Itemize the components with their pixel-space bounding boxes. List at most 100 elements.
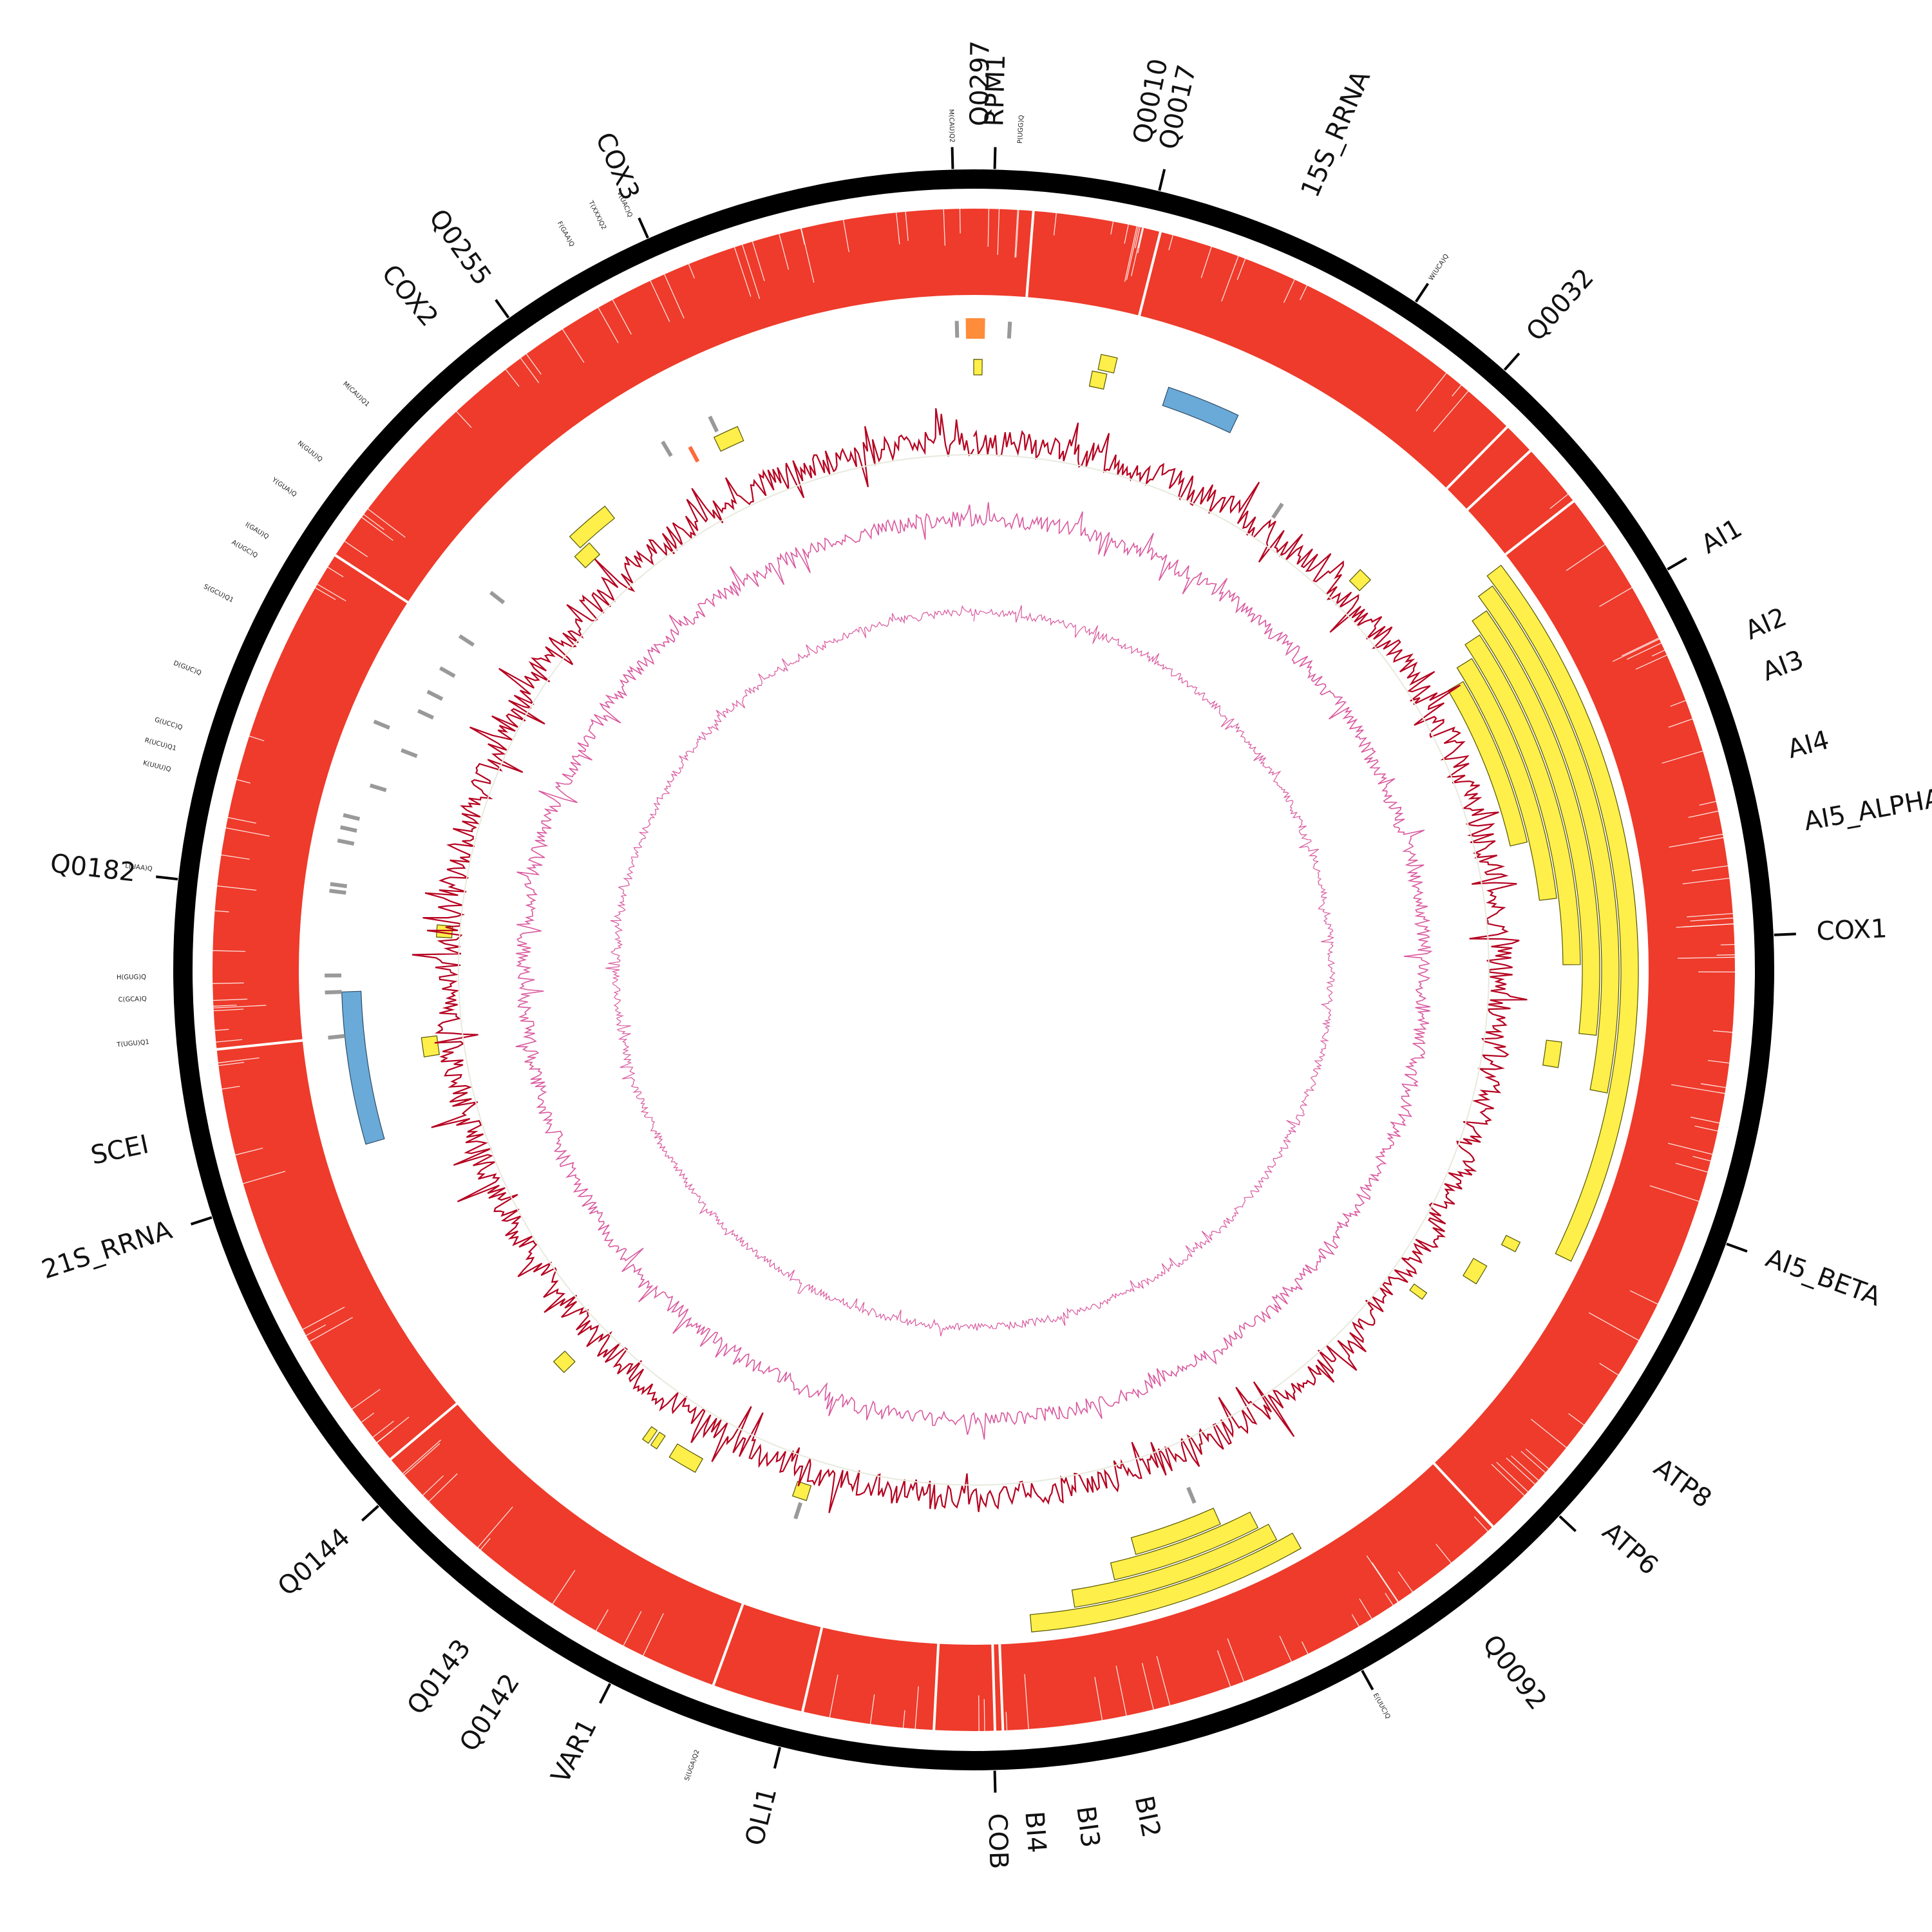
orf-feature (1071, 1524, 1278, 1608)
trna-label: R(UCU)Q1 (144, 737, 177, 752)
coverage-dip (1690, 917, 1734, 922)
coverage-gap (333, 553, 410, 604)
coverage-gap (991, 1643, 997, 1732)
trna-label: I(GAU)Q (244, 521, 270, 541)
coverage-dip (1682, 878, 1730, 885)
coverage-dip (218, 1057, 260, 1064)
coverage-dip (1621, 638, 1660, 657)
coverage-dip (1669, 837, 1724, 848)
gene-tick (1361, 1670, 1374, 1690)
trna-label: M(CAU)Q1 (341, 381, 370, 408)
coverage-dip (402, 1439, 441, 1474)
gc-skew-track-outer (458, 454, 1490, 1486)
coverage-dip (302, 1306, 345, 1330)
coverage-dip (1612, 638, 1660, 662)
coverage-dip (1627, 642, 1662, 660)
coverage-dip (650, 280, 670, 322)
coverage-dip (1688, 810, 1719, 818)
gene-label: COX1 (1816, 914, 1888, 947)
gene-label: BI3 (1070, 1804, 1105, 1850)
trna-feature (343, 813, 361, 821)
gene-tick (1558, 1515, 1577, 1533)
coverage-dip (1156, 1656, 1171, 1706)
gene-tick (1667, 557, 1687, 571)
coverage-dip (1138, 227, 1144, 249)
coverage-dip (1699, 833, 1723, 839)
coverage-dip (742, 244, 761, 299)
trna-feature (330, 882, 348, 889)
orf-feature (1456, 658, 1557, 901)
gene-label: BI2 (1129, 1794, 1166, 1841)
coverage-dip (1473, 1516, 1488, 1532)
trna-feature (426, 690, 444, 701)
coverage-dip (943, 209, 946, 246)
coverage-dip (1496, 1461, 1528, 1492)
coverage-dip (227, 817, 256, 824)
coverage-dip (377, 1430, 393, 1443)
coverage-dip (1678, 956, 1735, 959)
coverage-dip (1670, 700, 1686, 707)
coverage-dip (905, 211, 909, 242)
coverage-dip (1525, 1448, 1549, 1470)
coverage-gap (998, 1643, 1005, 1732)
coverage-dip (327, 567, 344, 578)
coverage-dip (1531, 1419, 1567, 1448)
gene-label: AI1 (1696, 513, 1747, 560)
coverage-dip (317, 583, 346, 601)
coverage-dip (552, 1569, 576, 1604)
trna-feature (340, 825, 357, 833)
orf-feature (1477, 585, 1620, 1094)
coverage-dip (361, 1412, 375, 1423)
trna-label: K(UUU)Q (142, 760, 172, 773)
trna-label: H(GUG)Q (117, 974, 146, 981)
coverage-dip (688, 263, 695, 279)
gene-tick (190, 1216, 213, 1226)
trna-feature (661, 440, 673, 457)
trna-feature (328, 1034, 345, 1040)
trna-label: F(GAA)Q (556, 220, 576, 248)
coverage-dip (214, 910, 229, 913)
orf-feature (1447, 681, 1528, 847)
coverage-dip (236, 779, 251, 784)
coverage-dip (623, 1611, 642, 1646)
coverage-dip (505, 369, 520, 387)
coverage-dip (243, 1171, 286, 1184)
coverage-dip (1683, 923, 1734, 927)
coverage-dip (1599, 587, 1633, 607)
coverage-dip (363, 514, 384, 531)
coverage-dip (526, 354, 542, 375)
trna-feature (1007, 321, 1012, 339)
coverage-dip (344, 540, 368, 558)
coverage-dip (1126, 226, 1139, 280)
coverage-dip (1385, 1593, 1394, 1605)
coverage-dip (456, 411, 472, 428)
trna-label: W(UCA)Q (1428, 253, 1450, 282)
orf-feature (1542, 1039, 1562, 1068)
orf-feature (973, 359, 983, 375)
coverage-dip (221, 854, 250, 860)
gene-tick (155, 875, 178, 881)
orf-feature (713, 426, 744, 452)
coverage-dip (216, 1039, 243, 1043)
coverage-dip (305, 1324, 327, 1336)
coverage-dip (1221, 256, 1239, 302)
gene-label: ATP8 (1648, 1453, 1717, 1514)
coverage-dip (404, 1443, 440, 1475)
gene-tick (1158, 169, 1166, 191)
coverage-dip (213, 1009, 244, 1012)
trna-feature (373, 719, 390, 730)
gene-label: SCEI (88, 1130, 151, 1171)
gc-skew-line-outer (515, 502, 1433, 1440)
trna-label: T(XXX)Q2 (587, 199, 607, 231)
orf-feature (1463, 1258, 1488, 1285)
gene-tick (599, 1683, 612, 1704)
coverage-dip (1433, 390, 1469, 432)
coverage-dip (802, 1676, 811, 1712)
orf-feature (1464, 634, 1581, 965)
coverage-dip (829, 1674, 838, 1718)
coverage-dip (1366, 1555, 1399, 1602)
coverage-dip (1299, 285, 1308, 301)
coverage-dip (235, 1148, 263, 1156)
gene-label: RPM1 (980, 54, 1011, 127)
